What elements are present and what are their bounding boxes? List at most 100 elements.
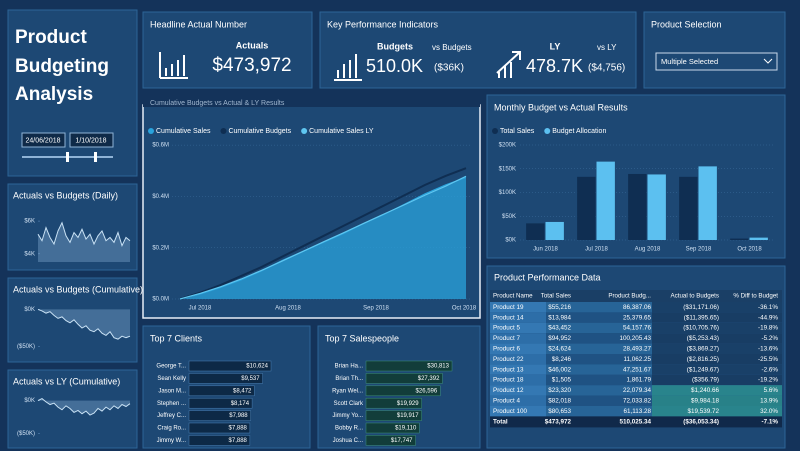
bar	[365, 373, 443, 384]
name-label: Sean Kelly	[157, 376, 186, 382]
area	[180, 177, 466, 299]
value-label: $7,988	[229, 413, 248, 419]
legend-label: Total Sales	[500, 128, 535, 135]
table-cell: -13.6%	[758, 345, 778, 352]
kpi-value: 510.0K	[366, 56, 423, 76]
dropdown[interactable]	[655, 52, 778, 71]
bar	[188, 422, 251, 434]
column-header: % Diff to Budget	[733, 293, 778, 300]
table-cell: ($3,869.27)	[687, 345, 719, 352]
value-label: $8,174	[231, 401, 250, 407]
legend-label: Cumulative Sales	[156, 128, 211, 135]
value-label: $10,624	[246, 364, 268, 370]
name-label: Bobby R...	[335, 426, 363, 432]
row-bg	[490, 322, 782, 334]
bar	[188, 373, 263, 384]
slider-handle[interactable]	[66, 152, 69, 162]
total-cell: $473,972	[545, 419, 572, 426]
bar	[577, 176, 596, 240]
table-cell: ($5,253.43)	[687, 335, 719, 342]
name-label: Ryan Wel...	[332, 388, 363, 394]
table-cell: -25.5%	[758, 356, 778, 363]
bar	[365, 360, 453, 372]
y-tick-label: $0.2M	[152, 245, 169, 251]
legend-marker	[301, 128, 308, 134]
table-cell: $46,002	[548, 366, 571, 373]
total-cell: ($36,053.34)	[683, 419, 719, 426]
slider-handle[interactable]	[94, 152, 97, 162]
name-cell-bg	[490, 364, 546, 375]
bar	[188, 360, 272, 372]
title-line: Product	[15, 27, 87, 48]
table-cell: ($2,816.25)	[687, 356, 719, 363]
table-cell: Product 100	[493, 408, 527, 415]
table-cell: Product 18	[493, 377, 524, 384]
y-tick-label: $0.0M	[152, 297, 169, 303]
row-bg	[490, 354, 782, 365]
bar	[730, 238, 749, 240]
table-cell: 11,062.25	[623, 356, 651, 363]
diff-cell-bg	[652, 385, 782, 396]
table-cell: -5.2%	[762, 335, 779, 342]
legend-label: Cumulative Budgets	[228, 128, 291, 135]
row-bg	[490, 395, 782, 406]
name-cell-bg	[490, 322, 546, 334]
table-cell: 61,113.28	[623, 408, 651, 415]
product-table: Product Name Total Sales Product Budg... Ac…	[490, 290, 782, 428]
name-cell-bg	[490, 354, 546, 365]
bar	[365, 397, 422, 409]
table-cell: 100,205.43	[619, 335, 651, 342]
table-cell: -36.1%	[758, 304, 778, 311]
table-cell: 54,157.76	[623, 325, 652, 332]
kpi-value: $473,972	[212, 55, 291, 76]
column-header: Actual to Budgets	[671, 293, 720, 300]
table-cell: $8,246	[552, 356, 572, 363]
table-header-bg	[490, 290, 782, 302]
table-cell: $1,240.66	[691, 387, 720, 394]
kpi-sub: vs LY	[597, 43, 617, 52]
name-label: Jeffrey C...	[157, 413, 186, 419]
diff-cell-bg	[652, 343, 782, 354]
y-tick-label: $150K	[499, 166, 516, 172]
name-label: George T...	[156, 364, 186, 370]
date-box[interactable]	[21, 132, 66, 148]
legend-marker	[544, 128, 551, 134]
table-cell: $80,653	[548, 408, 571, 415]
x-tick-label: Oct 2018	[737, 247, 762, 253]
bar	[188, 435, 251, 446]
row-bg	[490, 302, 782, 313]
x-tick-label: Sep 2018	[686, 247, 712, 253]
legend-marker	[492, 128, 498, 134]
dropdown-arrow	[763, 58, 773, 64]
y-tick-label: $0K	[24, 398, 35, 404]
row-bg	[490, 312, 782, 323]
bar	[365, 435, 416, 446]
column-header: Product Name	[493, 293, 533, 300]
value-label: $7,888	[229, 426, 248, 432]
name-label: Brian Th...	[335, 376, 363, 382]
legend-marker	[148, 128, 154, 134]
column-header: Total Sales	[541, 293, 571, 300]
panel-title: Actuals vs Budgets (Cumulative)	[13, 284, 143, 294]
bar	[679, 176, 698, 240]
date-from: 24/06/2018	[25, 137, 60, 144]
table-cell: 22,079.34	[623, 387, 652, 394]
table-cell: ($10,705.76)	[683, 325, 719, 332]
x-tick-label: Sep 2018	[363, 306, 389, 312]
date-box[interactable]	[69, 132, 114, 148]
x-tick-label: Jul 2018	[189, 306, 212, 312]
cumulative-chart: Cumulative Sales Cumulative Budgets Cumula…	[148, 128, 477, 312]
diff-cell-bg	[652, 333, 782, 344]
y-tick-label: $0K	[505, 238, 516, 244]
table-cell: -19.2%	[758, 377, 778, 384]
panel-title: Product Performance Data	[494, 272, 601, 282]
table-cell: 13.9%	[760, 397, 778, 404]
name-label: Stephen ...	[157, 401, 186, 407]
line	[179, 167, 467, 300]
panel-title: Product Selection	[651, 19, 722, 29]
panel-title: Top 7 Salespeople	[325, 333, 399, 343]
table-cell: $55,216	[548, 304, 571, 311]
value-label: $17,747	[391, 438, 413, 444]
sparkline-panel	[7, 183, 138, 271]
